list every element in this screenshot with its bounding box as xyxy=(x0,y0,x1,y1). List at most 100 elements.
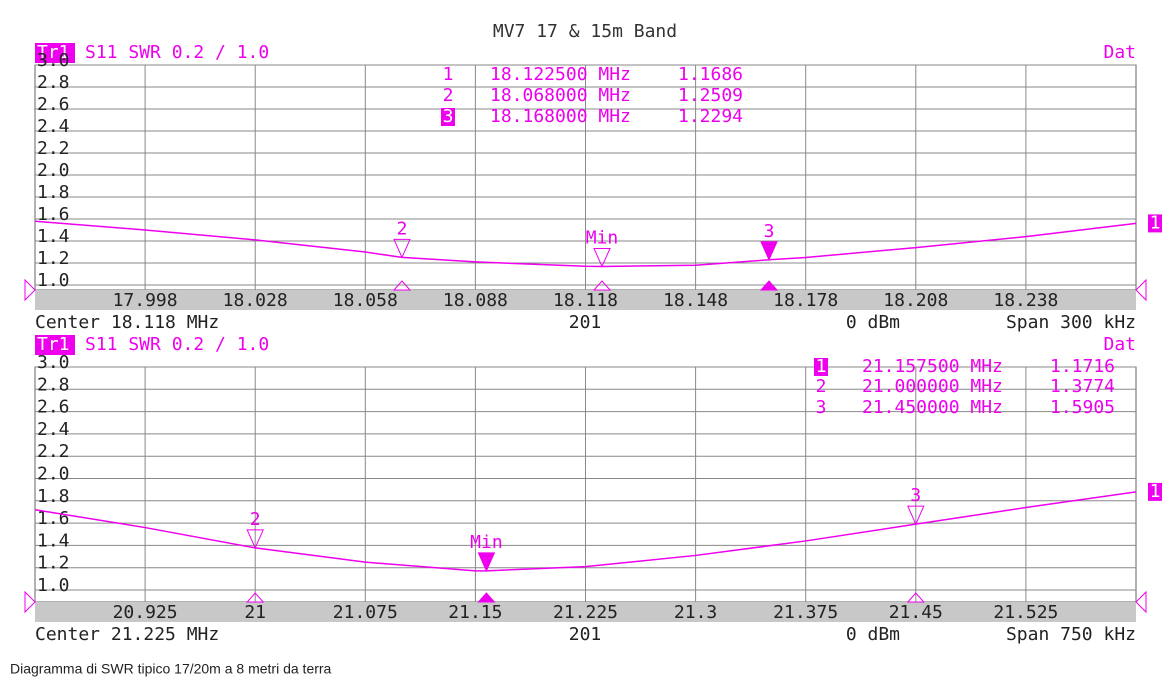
trace-end-badge xyxy=(1148,482,1162,501)
marker-value: 1.1716 xyxy=(1050,356,1115,377)
marker-frequency: 21.157500 MHz xyxy=(862,356,1003,377)
marker-active-badge xyxy=(814,358,828,376)
format-label: S11 SWR 0.2 / 1.0 xyxy=(85,334,269,355)
marker-triangle xyxy=(907,505,925,526)
trace-badge xyxy=(35,335,75,355)
x-tick-label: 18.118 xyxy=(553,290,618,311)
marker-axis-triangle xyxy=(759,280,779,291)
trace-badge xyxy=(35,43,75,63)
x-tick-label: 18.148 xyxy=(663,290,728,311)
marker-tag: Min xyxy=(586,227,619,248)
y-tick-label: 1.4 xyxy=(37,226,70,247)
y-tick-label: 3.0 xyxy=(37,50,70,71)
x-tick-label: 21 xyxy=(244,602,266,623)
y-tick-label: 2.6 xyxy=(37,94,70,115)
marker-frequency: 21.450000 MHz xyxy=(862,397,1003,418)
marker-triangle xyxy=(593,247,611,268)
marker-number: 2 xyxy=(443,85,454,106)
marker-axis-triangle xyxy=(906,592,925,603)
y-tick-label: 3.0 xyxy=(37,352,70,373)
marker-tag: 2 xyxy=(250,509,261,530)
y-tick-label: 1.6 xyxy=(37,204,70,225)
y-tick-label: 1.2 xyxy=(37,248,70,269)
x-tick-label: 21.15 xyxy=(448,602,502,623)
format-label: S11 SWR 0.2 / 1.0 xyxy=(85,42,269,63)
footer-label: Span 300 kHz xyxy=(1006,312,1136,333)
marker-tag: 3 xyxy=(910,485,921,506)
x-tick-label: 18.178 xyxy=(773,290,838,311)
marker-value: 1.2509 xyxy=(678,85,743,106)
y-tick-label: 2.8 xyxy=(37,72,70,93)
marker-number: 2 xyxy=(816,376,827,397)
footer-label: Center 21.225 MHz xyxy=(35,624,219,645)
x-tick-label: 21.525 xyxy=(993,602,1058,623)
right-reference xyxy=(1135,278,1147,302)
marker-triangle xyxy=(760,241,778,261)
x-tick-label: 18.238 xyxy=(993,290,1058,311)
marker-value: 1.1686 xyxy=(678,64,743,85)
x-tick-label: 18.028 xyxy=(223,290,288,311)
marker-frequency: 18.168000 MHz xyxy=(490,106,631,127)
footer-label: Center 18.118 MHz xyxy=(35,312,219,333)
right-reference xyxy=(1135,590,1147,614)
left-reference xyxy=(24,590,36,614)
y-tick-label: 1.4 xyxy=(37,530,70,551)
x-tick-label: 18.208 xyxy=(883,290,948,311)
y-tick-label: 2.0 xyxy=(37,464,70,485)
footer-label: 201 xyxy=(569,624,602,645)
marker-frequency: 18.122500 MHz xyxy=(490,64,631,85)
caption: Diagramma di SWR tipico 17/20m a 8 metri… xyxy=(10,661,332,677)
x-tick-label: 21.075 xyxy=(333,602,398,623)
marker-number: 1 xyxy=(443,64,454,85)
marker-tag: 3 xyxy=(764,221,775,242)
y-tick-label: 2.2 xyxy=(37,441,70,462)
marker-number: 3 xyxy=(443,106,454,127)
footer-label: 0 dBm xyxy=(846,312,900,333)
marker-axis-triangle xyxy=(246,592,265,603)
y-tick-label: 2.2 xyxy=(37,138,70,159)
x-tick-label: 18.088 xyxy=(443,290,508,311)
y-tick-label: 1.8 xyxy=(37,182,70,203)
marker-value: 1.2294 xyxy=(678,106,743,127)
left-reference xyxy=(24,278,36,302)
y-tick-label: 2.4 xyxy=(37,116,70,137)
page-title: MV7 17 & 15m Band xyxy=(493,21,677,42)
footer-label: 0 dBm xyxy=(846,624,900,645)
trace-end-label: 1 xyxy=(1150,481,1161,502)
y-tick-label: 1.2 xyxy=(37,553,70,574)
x-tick-label: 21.225 xyxy=(553,602,618,623)
x-tick-label: 21.45 xyxy=(889,602,943,623)
y-tick-label: 1.0 xyxy=(37,270,70,291)
marker-triangle xyxy=(477,552,496,573)
status-label: Dat xyxy=(1103,42,1136,63)
marker-tag: 2 xyxy=(397,218,408,239)
y-tick-label: 2.8 xyxy=(37,374,70,395)
y-tick-label: 2.6 xyxy=(37,397,70,418)
footer-label: Span 750 kHz xyxy=(1006,624,1136,645)
y-tick-label: 2.0 xyxy=(37,160,70,181)
marker-number: 1 xyxy=(816,356,827,377)
marker-triangle xyxy=(393,238,411,259)
x-axis-bar xyxy=(35,602,1136,622)
marker-value: 1.5905 xyxy=(1050,397,1115,418)
marker-frequency: 18.068000 MHz xyxy=(490,85,631,106)
marker-active-badge xyxy=(441,108,455,126)
marker-axis-triangle xyxy=(477,592,496,603)
trace-label: Tr1 xyxy=(37,42,70,63)
x-tick-label: 21.375 xyxy=(773,602,838,623)
y-tick-label: 2.4 xyxy=(37,419,70,440)
marker-axis-triangle xyxy=(592,280,612,291)
trace-label: Tr1 xyxy=(37,334,70,355)
x-tick-label: 20.925 xyxy=(113,602,178,623)
marker-axis-triangle xyxy=(392,280,412,291)
footer-label: 201 xyxy=(569,312,602,333)
x-axis-bar xyxy=(35,290,1136,310)
marker-frequency: 21.000000 MHz xyxy=(862,376,1003,397)
y-tick-label: 1.0 xyxy=(37,575,70,596)
x-tick-label: 17.998 xyxy=(113,290,178,311)
marker-number: 3 xyxy=(816,397,827,418)
y-tick-label: 1.8 xyxy=(37,486,70,507)
marker-triangle xyxy=(246,529,264,550)
x-tick-label: 21.3 xyxy=(674,602,717,623)
